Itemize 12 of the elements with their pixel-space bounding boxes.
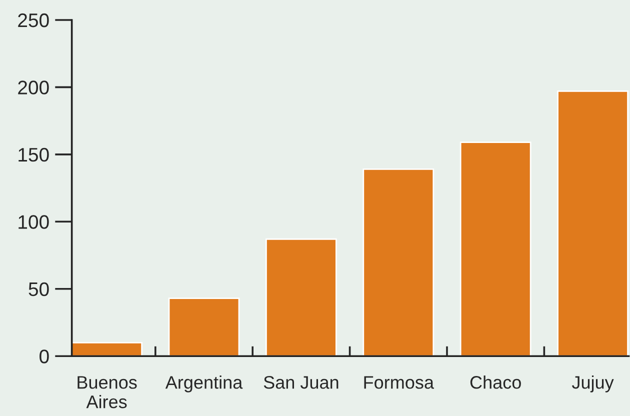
x-tick-label: Argentina bbox=[165, 376, 243, 392]
x-tick-label: Formosa bbox=[364, 376, 434, 389]
y-tick-label: 250 bbox=[18, 13, 49, 28]
y-tick-label: 100 bbox=[18, 215, 49, 229]
y-tick-label: 50 bbox=[28, 282, 49, 296]
x-tick-label: Chaco bbox=[470, 376, 521, 389]
y-tick-label: 200 bbox=[18, 80, 49, 94]
x-tick-label: Jujuy bbox=[572, 376, 614, 392]
x-tick-label: Buenos Aires bbox=[78, 376, 137, 408]
x-tick-label: San Juan bbox=[264, 376, 338, 389]
y-tick-label: 150 bbox=[18, 148, 49, 162]
y-tick-label: 0 bbox=[40, 350, 49, 364]
